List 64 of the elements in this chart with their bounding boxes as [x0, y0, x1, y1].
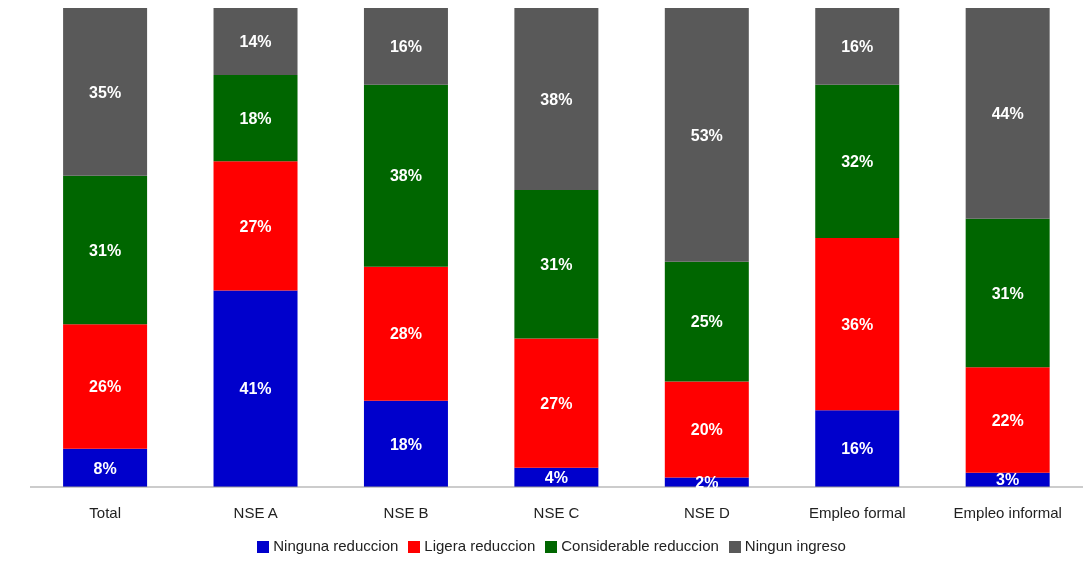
bar	[514, 8, 599, 191]
data-label: 16%	[841, 440, 874, 458]
bar	[63, 324, 148, 449]
x-tick-label: NSE C	[533, 503, 580, 521]
bar	[815, 237, 900, 411]
data-label: 31%	[540, 255, 573, 273]
data-label: 2%	[695, 473, 719, 491]
bar	[363, 400, 448, 487]
bar	[363, 84, 448, 267]
bar	[664, 381, 749, 478]
data-label: 18%	[239, 109, 272, 127]
x-tick-label: Total	[89, 503, 122, 521]
bar	[213, 161, 298, 291]
data-label: 4%	[544, 469, 568, 487]
data-label: 38%	[389, 167, 422, 185]
bar	[514, 190, 599, 339]
bar	[664, 261, 749, 382]
bar	[63, 175, 148, 325]
data-label: 28%	[389, 325, 422, 343]
bar	[664, 8, 749, 262]
data-label: 27%	[540, 394, 573, 412]
data-label: 16%	[389, 38, 422, 55]
data-label: 38%	[540, 90, 573, 108]
x-tick-label: NSE A	[233, 503, 278, 521]
bar	[63, 8, 148, 176]
bar	[213, 8, 298, 76]
bar	[815, 410, 900, 487]
data-label: 44%	[991, 105, 1024, 123]
bar	[213, 75, 298, 162]
data-label: 36%	[841, 315, 874, 333]
data-label: 25%	[690, 313, 723, 331]
x-tick-label: NSE B	[383, 503, 429, 521]
bar	[815, 8, 900, 85]
legend-label: Ningun ingreso	[744, 537, 846, 554]
data-label: 18%	[389, 435, 422, 453]
data-label: 3%	[996, 471, 1020, 489]
data-label: 31%	[991, 284, 1024, 302]
bar	[363, 8, 448, 85]
bar	[965, 218, 1050, 368]
bar	[965, 8, 1050, 219]
bar	[63, 448, 148, 487]
legend-label: Ligera reduccion	[424, 537, 536, 554]
data-label: 31%	[89, 241, 122, 259]
bar	[815, 84, 900, 238]
data-label: 14%	[239, 33, 272, 51]
data-label: 53%	[690, 126, 723, 144]
bar	[213, 290, 298, 487]
data-label: 8%	[93, 459, 117, 477]
data-label: 35%	[89, 83, 122, 101]
legend-label: Considerable reduccion	[561, 537, 719, 554]
bar	[965, 367, 1050, 473]
data-label: 16%	[841, 38, 874, 55]
bar	[514, 338, 599, 468]
data-label: 41%	[239, 380, 272, 398]
x-tick-label: NSE D	[684, 503, 731, 521]
x-tick-label: Empleo informal	[953, 503, 1062, 521]
data-label: 20%	[690, 421, 723, 439]
data-label: 26%	[89, 378, 122, 396]
data-label: 32%	[841, 152, 874, 170]
legend-label: Ninguna reduccion	[273, 537, 399, 554]
data-label: 22%	[991, 411, 1024, 429]
bar	[363, 266, 448, 401]
x-tick-label: Empleo formal	[809, 503, 906, 521]
data-label: 27%	[239, 217, 272, 235]
